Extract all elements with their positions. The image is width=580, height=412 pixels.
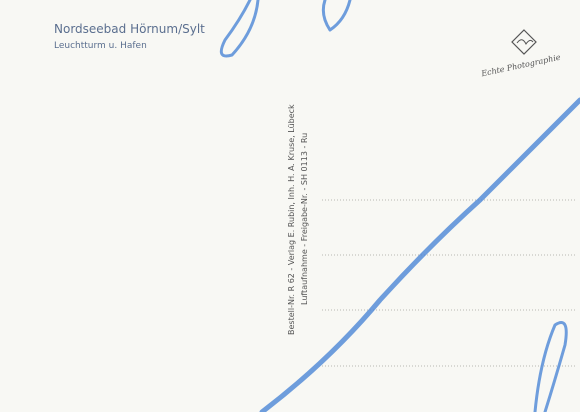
logo-diamond: [511, 29, 537, 55]
crayon-stroke: [219, 0, 260, 58]
crayon-stroke: [321, 0, 352, 32]
logo-mark: [516, 39, 534, 45]
crayon-stroke: [533, 321, 568, 412]
imprint-line: Bestell-Nr. R 62 - Verlag E. Rubin, Inh.…: [287, 104, 296, 335]
title: Nordseebad Hörnum/Sylt: [54, 22, 205, 36]
crayon-stroke: [259, 97, 580, 412]
subtitle: Leuchtturm u. Hafen: [54, 41, 147, 51]
imprint-line: Luftaufnahme - Freigabe-Nr. - SH 0113 - …: [300, 133, 309, 305]
